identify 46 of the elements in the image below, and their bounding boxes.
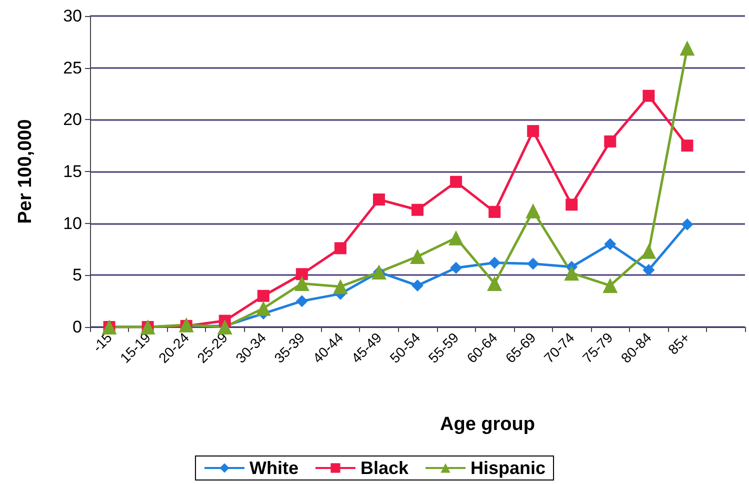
point [410, 249, 425, 264]
y-axis-title: Per 100,000 [15, 119, 36, 224]
y-tick-label: 5 [72, 266, 82, 285]
point [294, 276, 310, 291]
point [372, 193, 385, 206]
x-axis-title: Age group [440, 414, 535, 435]
legend-label: White [249, 458, 298, 478]
point [566, 198, 578, 211]
point [257, 290, 270, 302]
point [488, 256, 501, 269]
point [412, 280, 424, 292]
y-tick-label: 15 [63, 162, 82, 181]
legend-label: Hispanic [470, 458, 546, 478]
point [450, 176, 462, 188]
point [332, 279, 348, 294]
point [488, 206, 501, 218]
y-tick-label: 25 [63, 58, 82, 78]
y-tick-label: 10 [63, 214, 82, 233]
point [296, 268, 308, 280]
point [450, 262, 462, 274]
point [604, 238, 616, 250]
point [641, 244, 656, 259]
y-tick-label: 30 [63, 6, 82, 26]
legend-label: Black [360, 458, 410, 478]
point [487, 276, 502, 291]
point [604, 135, 616, 148]
point [412, 204, 424, 216]
point [680, 40, 695, 56]
point [642, 90, 655, 102]
point [602, 278, 618, 294]
point [681, 218, 694, 230]
point [527, 258, 540, 270]
y-tick-label: 0 [72, 318, 82, 336]
point [448, 230, 464, 246]
point [564, 266, 580, 281]
point [256, 300, 271, 316]
x-tick-label: 85+ [664, 329, 693, 358]
point [296, 295, 308, 308]
point [334, 242, 346, 254]
point [217, 320, 232, 334]
point [681, 140, 694, 152]
x-tick-label: -15 [89, 329, 116, 355]
y-tick-label: 20 [63, 110, 82, 130]
point [526, 203, 541, 218]
point [527, 125, 540, 138]
point [642, 264, 655, 276]
